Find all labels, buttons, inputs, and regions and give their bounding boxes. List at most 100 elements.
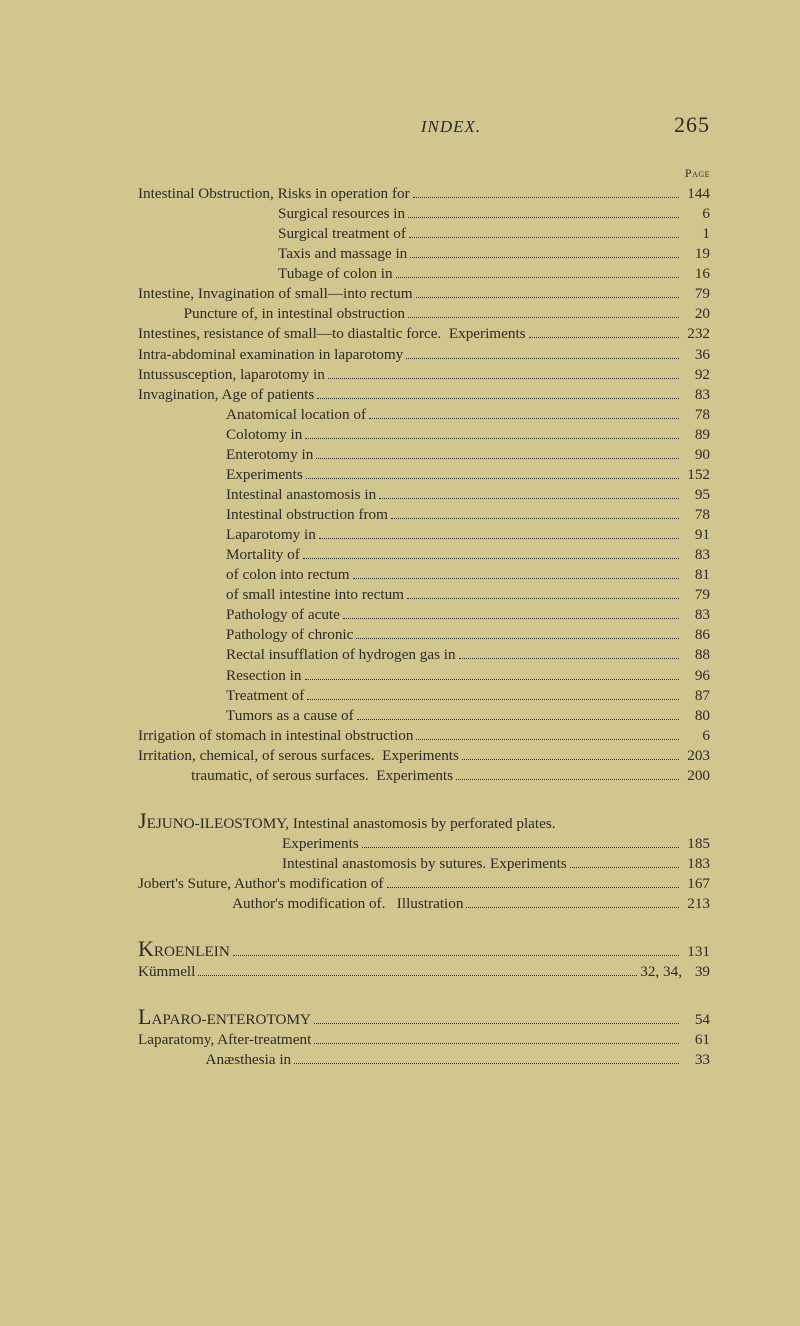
index-entry: Intestinal anastomosis by sutures. Exper… [138,854,710,874]
index-entry: Intestinal Obstruction, Risks in operati… [138,184,710,204]
dot-leader [303,546,679,559]
entry-label: Irritation, chemical, of serous surfaces… [138,746,459,766]
dot-leader [406,345,679,358]
entry-page: 88 [682,645,710,665]
entry-label: Enterotomy in [226,445,313,465]
dot-leader [356,626,679,639]
index-entry: Enterotomy in 90 [138,445,710,465]
index-entry: Anatomical location of78 [138,405,710,425]
dot-leader [416,285,679,298]
index-entry: Kümmell32, 34, 39 [138,962,710,982]
dot-leader [391,506,679,519]
dot-leader [328,365,679,378]
entry-label: of colon into rectum [226,565,350,585]
entry-label: Anæsthesia in [138,1050,291,1070]
entry-page-prefix: 32, 34, [640,962,682,982]
entry-label: Rectal insufflation of hydrogen gas in [226,645,456,665]
dot-leader [466,895,679,908]
entry-page: 95 [682,485,710,505]
entry-page: 36 [682,345,710,365]
index-entry: Pathology of acute83 [138,605,710,625]
entry-page: 61 [682,1030,710,1050]
index-entry: Intestines, resistance of small—to diast… [138,324,710,344]
entry-page: 183 [682,854,710,874]
entry-label: LAPARO-ENTEROTOMY [138,1010,311,1030]
dot-leader [316,446,679,459]
entry-label: Jobert's Suture, Author's modification o… [138,874,384,894]
entry-label: Intestinal obstruction from [226,505,388,525]
dot-leader [305,666,680,679]
entry-label: Laparatomy, After-treatment [138,1030,311,1050]
entry-page: 86 [682,625,710,645]
entry-label: Laparotomy in [226,525,316,545]
section-gap [138,982,710,1010]
dot-leader [317,385,679,398]
entry-page: 96 [682,666,710,686]
index-entry: Invagination, Age of patients83 [138,385,710,405]
index-entry: Intestinal obstruction from 78 [138,505,710,525]
dot-leader [570,855,679,868]
index-entry: of colon into rectum81 [138,565,710,585]
index-entry: Pathology of chronic86 [138,625,710,645]
entry-label: JEJUNO-ILEOSTOMY, Intestinal anastomosis… [138,814,556,834]
index-entry: Intra-abdominal examination in laparotom… [138,345,710,365]
dot-leader [369,406,679,419]
entry-label: Treatment of [226,686,304,706]
dot-leader [343,606,679,619]
entry-page: 6 [682,726,710,746]
entry-label: Intestinal Obstruction, Risks in operati… [138,184,410,204]
index-entry: Colotomy in89 [138,425,710,445]
index-entry: Mortality of83 [138,545,710,565]
entry-page: 78 [682,405,710,425]
entry-page: 83 [682,605,710,625]
entry-page: 83 [682,545,710,565]
entry-label: Intestinal anastomosis in [226,485,376,505]
dot-leader [305,426,679,439]
entry-label: Experiments [282,834,359,854]
dot-leader [233,943,679,956]
entry-page: 144 [682,184,710,204]
index-entry: Tumors as a cause of80 [138,706,710,726]
entry-label: Surgical resources in [278,204,405,224]
dot-leader [314,1031,679,1044]
dot-leader [396,265,679,278]
entry-page: 90 [682,445,710,465]
dot-leader [409,225,679,238]
entry-page: 78 [682,505,710,525]
index-entries-j: JEJUNO-ILEOSTOMY, Intestinal anastomosis… [138,814,710,914]
entry-page: 54 [682,1010,710,1030]
entry-label: Intra-abdominal examination in laparotom… [138,345,403,365]
entry-page: 152 [682,465,710,485]
dot-leader [314,1011,679,1024]
index-entry: Author's modification of. Illustration21… [138,894,710,914]
entry-label: Puncture of, in intestinal obstruction [138,304,405,324]
entry-page: 80 [682,706,710,726]
index-entry: Anæsthesia in 33 [138,1050,710,1070]
dot-leader [353,566,679,579]
entry-page: 79 [682,585,710,605]
dropcap: K [138,936,154,961]
entry-label: KROENLEIN [138,942,230,962]
entry-page: 19 [682,244,710,264]
entry-label: Experiments [226,465,303,485]
entry-page: 131 [682,942,710,962]
dot-leader [407,586,679,599]
dot-leader [387,875,680,888]
index-entries-l: LAPARO-ENTEROTOMY 54 Laparatomy, After-tre… [138,1010,710,1070]
entry-label: Surgical treatment of [278,224,406,244]
entry-page: 232 [682,324,710,344]
index-entry: traumatic, of serous surfaces. Experimen… [138,766,710,786]
entry-label: Intestines, resistance of small—to diast… [138,324,526,344]
index-entry: LAPARO-ENTEROTOMY 54 [138,1010,710,1030]
entry-page: 16 [682,264,710,284]
dot-leader [198,963,637,976]
index-entry: Irrigation of stomach in intestinal obst… [138,726,710,746]
entry-page: 185 [682,834,710,854]
entry-page: 33 [682,1050,710,1070]
dot-leader [462,747,679,760]
dot-leader [456,767,679,780]
dot-leader [379,486,679,499]
index-entry: of small intestine into rectum79 [138,585,710,605]
entry-page: 20 [682,304,710,324]
index-entry: Rectal insufflation of hydrogen gas in 88 [138,645,710,665]
